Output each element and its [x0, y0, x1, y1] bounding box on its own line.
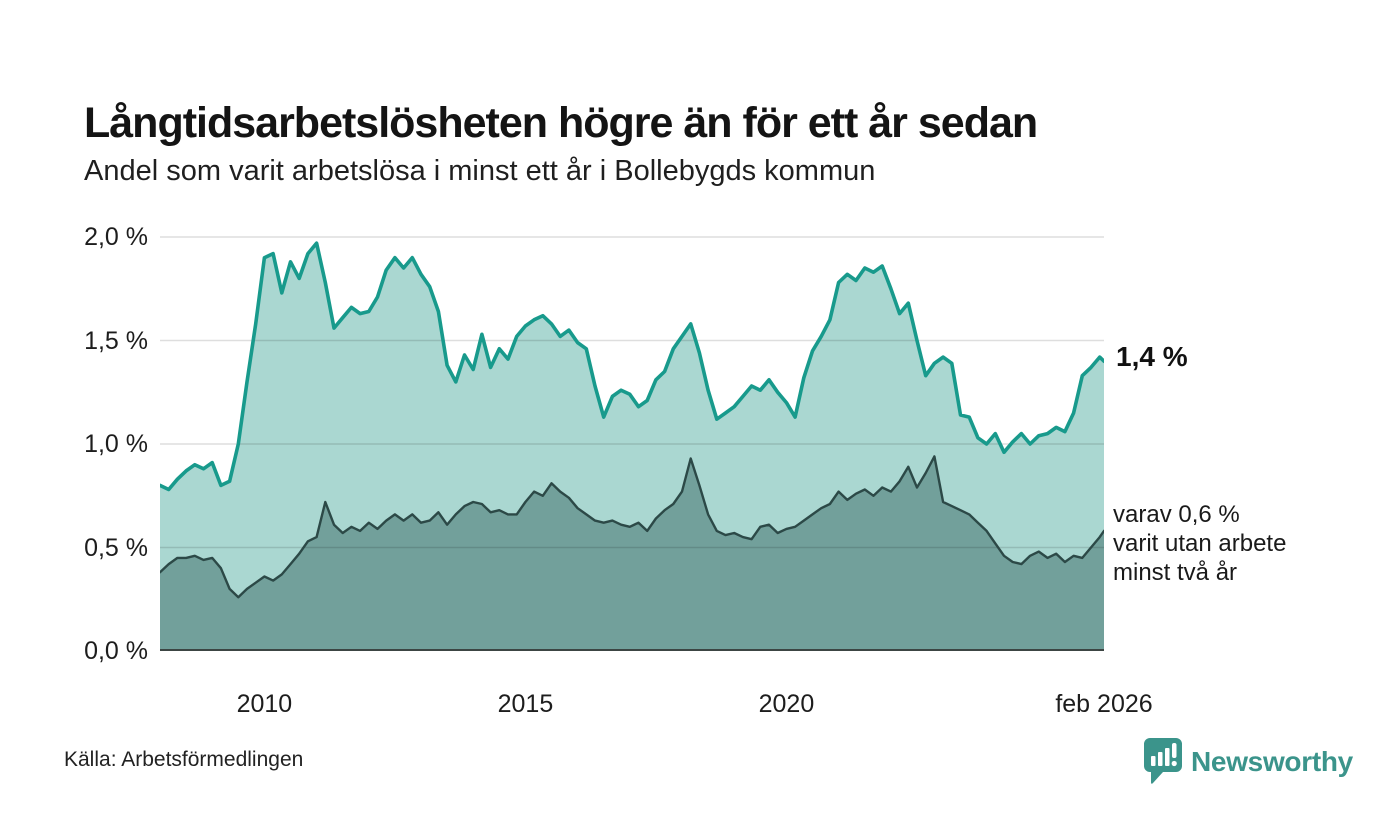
line-minst-ett-ar [160, 241, 1104, 492]
annotation-line-2: varit utan arbete [1113, 530, 1287, 557]
newsworthy-icon [1144, 738, 1182, 784]
y-tick-label: 1,0 % [84, 430, 148, 458]
annotation-line-3: minst två år [1113, 559, 1238, 586]
x-tick-label: feb 2026 [1055, 690, 1153, 718]
page-title: Långtidsarbetslösheten högre än för ett … [84, 98, 1038, 147]
y-tick-label: 0,0 % [84, 637, 148, 665]
area-fill-minst-tva-ar [160, 456, 1104, 651]
brand-logo: Newsworthy [1143, 737, 1353, 785]
secondary-series-annotation: varav 0,6 % varit utan arbete minst två … [1113, 500, 1286, 587]
x-tick-label: 2010 [236, 690, 293, 718]
source-note: Källa: Arbetsförmedlingen [64, 748, 304, 771]
brand-name: Newsworthy [1191, 746, 1353, 777]
y-tick-label: 0,5 % [84, 533, 148, 562]
annotation-line-1: varav 0,6 % [1113, 501, 1240, 528]
x-tick-label: 2020 [758, 690, 815, 718]
area-chart [160, 236, 1104, 651]
x-tick-label: 2015 [497, 690, 554, 718]
chart-subtitle: Andel som varit arbetslösa i minst ett å… [84, 155, 876, 187]
latest-value-label: 1,4 % [1116, 341, 1188, 372]
y-tick-label: 1,5 % [84, 326, 148, 355]
y-tick-label: 2,0 % [84, 223, 148, 251]
line-minst-tva-ar [160, 455, 1104, 599]
